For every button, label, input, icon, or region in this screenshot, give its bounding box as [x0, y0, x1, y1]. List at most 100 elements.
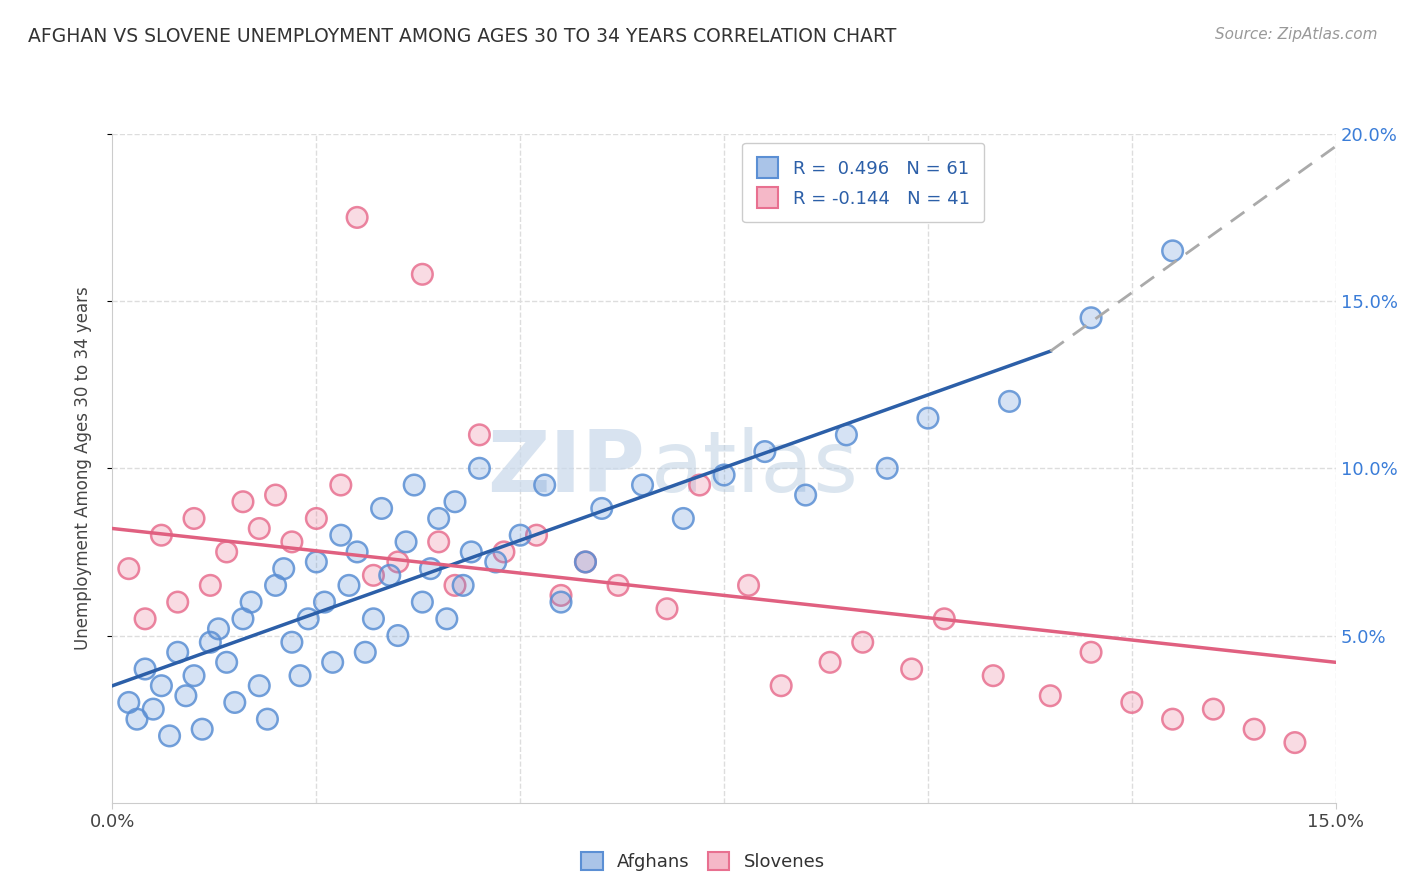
Point	[346, 211, 368, 225]
Point	[329, 478, 352, 492]
Point	[329, 528, 352, 542]
Point	[917, 411, 939, 425]
Point	[232, 612, 254, 626]
Point	[224, 696, 246, 710]
Point	[492, 545, 515, 559]
Point	[363, 612, 385, 626]
Point	[240, 595, 263, 609]
Point	[378, 568, 401, 582]
Point	[934, 612, 956, 626]
Point	[591, 501, 613, 516]
Point	[1161, 244, 1184, 258]
Point	[305, 511, 328, 525]
Point	[134, 662, 156, 676]
Point	[200, 635, 222, 649]
Point	[1161, 712, 1184, 726]
Point	[337, 578, 360, 592]
Point	[1039, 689, 1062, 703]
Point	[224, 696, 246, 710]
Point	[526, 528, 548, 542]
Point	[314, 595, 336, 609]
Point	[1284, 735, 1306, 749]
Point	[1080, 645, 1102, 659]
Point	[427, 535, 450, 549]
Point	[346, 545, 368, 559]
Point	[322, 655, 344, 669]
Point	[142, 702, 165, 716]
Point	[273, 562, 295, 576]
Text: AFGHAN VS SLOVENE UNEMPLOYMENT AMONG AGES 30 TO 34 YEARS CORRELATION CHART: AFGHAN VS SLOVENE UNEMPLOYMENT AMONG AGE…	[28, 27, 897, 45]
Point	[835, 428, 858, 442]
Point	[363, 568, 385, 582]
Point	[550, 589, 572, 603]
Point	[444, 578, 467, 592]
Point	[411, 268, 433, 282]
Point	[1080, 645, 1102, 659]
Point	[998, 394, 1021, 409]
Point	[118, 696, 141, 710]
Point	[281, 635, 304, 649]
Point	[166, 645, 188, 659]
Point	[436, 612, 458, 626]
Point	[174, 689, 197, 703]
Point	[411, 595, 433, 609]
Point	[314, 595, 336, 609]
Point	[118, 696, 141, 710]
Point	[981, 669, 1004, 683]
Point	[427, 511, 450, 525]
Point	[264, 488, 287, 502]
Point	[200, 635, 222, 649]
Point	[264, 578, 287, 592]
Point	[713, 468, 735, 483]
Point	[550, 595, 572, 609]
Point	[354, 645, 377, 659]
Point	[509, 528, 531, 542]
Point	[550, 589, 572, 603]
Point	[256, 712, 278, 726]
Point	[207, 622, 229, 636]
Point	[297, 612, 319, 626]
Point	[451, 578, 474, 592]
Point	[387, 628, 409, 642]
Point	[329, 528, 352, 542]
Point	[754, 444, 776, 458]
Point	[346, 545, 368, 559]
Point	[998, 394, 1021, 409]
Point	[159, 729, 181, 743]
Text: Source: ZipAtlas.com: Source: ZipAtlas.com	[1215, 27, 1378, 42]
Point	[166, 645, 188, 659]
Point	[281, 535, 304, 549]
Point	[655, 602, 678, 616]
Point	[200, 578, 222, 592]
Point	[1161, 244, 1184, 258]
Point	[427, 511, 450, 525]
Point	[444, 578, 467, 592]
Point	[436, 612, 458, 626]
Point	[118, 562, 141, 576]
Point	[631, 478, 654, 492]
Point	[150, 528, 173, 542]
Point	[404, 478, 426, 492]
Point	[395, 535, 418, 549]
Point	[404, 478, 426, 492]
Point	[770, 679, 793, 693]
Point	[818, 655, 841, 669]
Point	[174, 689, 197, 703]
Point	[305, 555, 328, 569]
Point	[900, 662, 922, 676]
Point	[354, 645, 377, 659]
Point	[264, 488, 287, 502]
Point	[934, 612, 956, 626]
Point	[411, 595, 433, 609]
Point	[322, 655, 344, 669]
Y-axis label: Unemployment Among Ages 30 to 34 years: Unemployment Among Ages 30 to 34 years	[73, 286, 91, 650]
Point	[288, 669, 311, 683]
Point	[232, 494, 254, 508]
Point	[142, 702, 165, 716]
Text: ZIP: ZIP	[486, 426, 644, 510]
Point	[215, 545, 238, 559]
Point	[305, 555, 328, 569]
Point	[460, 545, 482, 559]
Point	[378, 568, 401, 582]
Point	[852, 635, 875, 649]
